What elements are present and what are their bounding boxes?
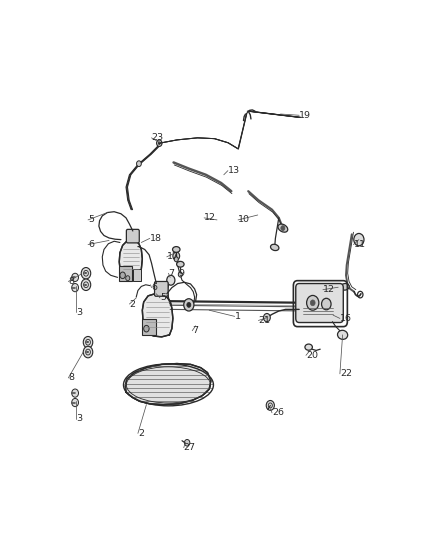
Circle shape [266, 400, 274, 410]
Text: 6: 6 [152, 283, 158, 292]
Text: 27: 27 [184, 443, 196, 452]
Text: 2: 2 [130, 300, 135, 309]
Text: 2: 2 [138, 429, 144, 438]
Circle shape [173, 252, 180, 260]
Text: 17: 17 [167, 252, 179, 261]
Text: 23: 23 [152, 133, 164, 142]
Circle shape [187, 302, 191, 308]
Ellipse shape [177, 261, 184, 267]
Circle shape [83, 346, 93, 358]
Ellipse shape [341, 284, 349, 290]
Text: 12: 12 [323, 285, 335, 294]
Bar [142, 319, 156, 335]
Circle shape [311, 300, 315, 306]
Circle shape [72, 389, 78, 397]
Ellipse shape [305, 344, 312, 350]
Text: 12: 12 [204, 213, 216, 222]
Text: 20: 20 [306, 351, 318, 360]
Polygon shape [119, 240, 142, 281]
Text: 9: 9 [179, 269, 185, 278]
Circle shape [321, 298, 331, 310]
Text: 7: 7 [192, 326, 198, 335]
Circle shape [144, 325, 149, 332]
Text: 7: 7 [169, 269, 174, 278]
Circle shape [307, 295, 319, 310]
Ellipse shape [271, 244, 279, 251]
Circle shape [184, 298, 194, 311]
Polygon shape [142, 294, 173, 337]
Ellipse shape [278, 224, 288, 232]
Circle shape [184, 440, 190, 446]
Text: 10: 10 [238, 215, 250, 224]
Text: 13: 13 [228, 166, 240, 175]
Text: 5: 5 [160, 293, 166, 302]
Circle shape [137, 161, 141, 166]
Circle shape [281, 225, 285, 231]
Circle shape [126, 276, 130, 281]
Circle shape [72, 273, 78, 281]
Text: 19: 19 [299, 111, 311, 120]
Text: 1: 1 [235, 312, 240, 321]
Text: 26: 26 [272, 408, 284, 417]
Circle shape [120, 272, 125, 279]
Circle shape [81, 268, 91, 279]
Bar [119, 266, 132, 281]
Circle shape [72, 284, 78, 292]
Circle shape [81, 279, 91, 290]
Text: 3: 3 [76, 415, 82, 423]
Text: 22: 22 [340, 369, 352, 378]
FancyBboxPatch shape [155, 281, 168, 296]
FancyBboxPatch shape [296, 284, 343, 322]
Ellipse shape [338, 330, 348, 340]
Circle shape [83, 336, 93, 348]
Text: 5: 5 [88, 215, 94, 224]
Circle shape [158, 142, 160, 144]
FancyBboxPatch shape [127, 229, 139, 243]
Text: 11: 11 [353, 240, 365, 249]
Polygon shape [125, 364, 211, 405]
Circle shape [156, 140, 162, 147]
Text: 16: 16 [340, 314, 352, 323]
Circle shape [354, 233, 364, 246]
Circle shape [72, 399, 78, 407]
Text: 8: 8 [68, 374, 74, 382]
Circle shape [174, 257, 178, 262]
Bar [133, 269, 141, 281]
Circle shape [264, 313, 270, 322]
Text: 8: 8 [68, 277, 74, 286]
Text: 6: 6 [88, 240, 94, 249]
Text: 18: 18 [150, 234, 162, 243]
Text: 3: 3 [76, 308, 82, 317]
Text: 21: 21 [258, 316, 270, 325]
Circle shape [178, 272, 182, 277]
Ellipse shape [173, 247, 180, 252]
Circle shape [167, 276, 175, 285]
